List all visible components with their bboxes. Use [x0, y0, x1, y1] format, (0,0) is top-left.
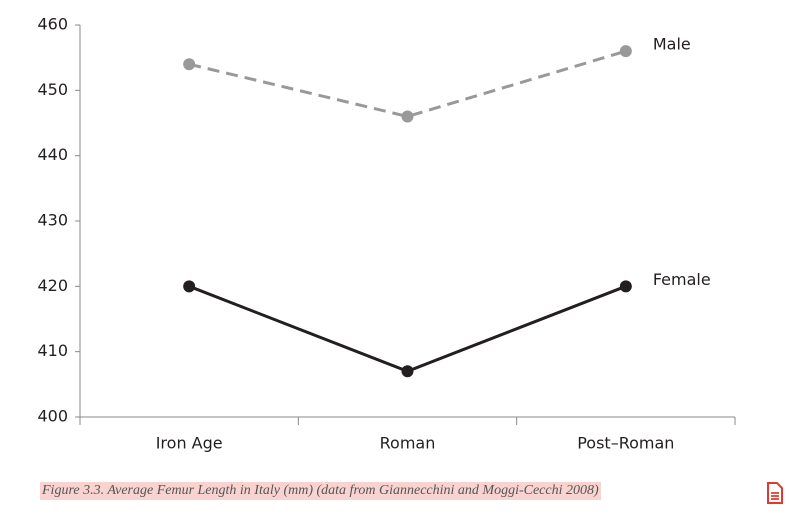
- x-tick-label: Post–Roman: [577, 434, 674, 453]
- series-label: Male: [653, 35, 691, 54]
- series-label: Female: [653, 270, 711, 289]
- y-tick-label: 450: [37, 80, 68, 99]
- caption: Figure 3.3. Average Femur Length in Ital…: [40, 482, 601, 500]
- point: [401, 110, 414, 123]
- x-tick-label: Roman: [380, 434, 436, 453]
- y-tick-label: 440: [37, 145, 68, 164]
- y-tick-label: 420: [37, 276, 68, 295]
- point: [183, 280, 196, 293]
- y-tick-label: 460: [37, 15, 68, 34]
- y-tick-label: 400: [37, 407, 68, 426]
- point: [619, 280, 632, 293]
- x-tick-label: Iron Age: [156, 434, 223, 453]
- series-line: [188, 49, 627, 119]
- pdf-icon[interactable]: [766, 482, 784, 504]
- series-line: [188, 284, 627, 373]
- point: [619, 45, 632, 58]
- y-tick-label: 430: [37, 211, 68, 230]
- point: [401, 365, 414, 378]
- point: [183, 58, 196, 71]
- y-tick-label: 410: [37, 341, 68, 360]
- chart: 400 410 420 430 440 450 460 Iron Age Roman Post–R…: [37, 15, 736, 453]
